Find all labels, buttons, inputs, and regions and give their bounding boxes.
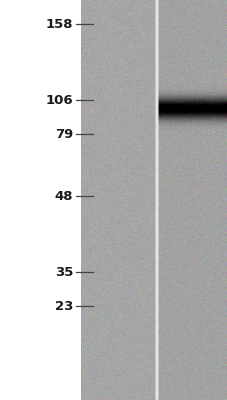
- Text: 23: 23: [54, 300, 73, 312]
- Text: 35: 35: [54, 266, 73, 278]
- Text: 48: 48: [54, 190, 73, 202]
- Bar: [0, 0, 81, 400]
- Text: 79: 79: [54, 128, 73, 140]
- Text: 158: 158: [45, 18, 73, 30]
- Text: 106: 106: [45, 94, 73, 106]
